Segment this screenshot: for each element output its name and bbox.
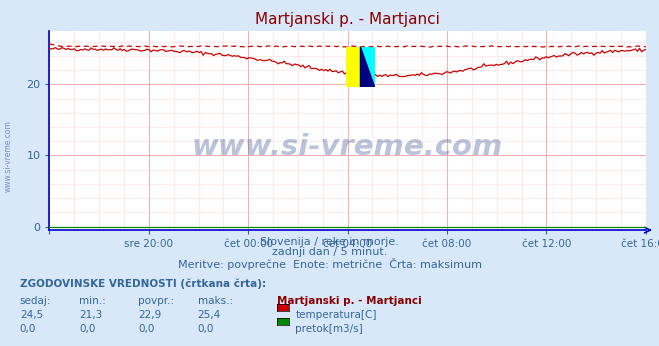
Text: zadnji dan / 5 minut.: zadnji dan / 5 minut. bbox=[272, 247, 387, 257]
Text: ZGODOVINSKE VREDNOSTI (črtkana črta):: ZGODOVINSKE VREDNOSTI (črtkana črta): bbox=[20, 279, 266, 289]
Text: 25,4: 25,4 bbox=[198, 310, 221, 320]
Text: 0,0: 0,0 bbox=[198, 324, 214, 334]
Text: Slovenija / reke in morje.: Slovenija / reke in morje. bbox=[260, 237, 399, 247]
Text: 0,0: 0,0 bbox=[20, 324, 36, 334]
Text: temperatura[C]: temperatura[C] bbox=[295, 310, 377, 320]
Text: Martjanski p. - Martjanci: Martjanski p. - Martjanci bbox=[277, 296, 422, 306]
Text: www.si-vreme.com: www.si-vreme.com bbox=[3, 120, 13, 192]
Title: Martjanski p. - Martjanci: Martjanski p. - Martjanci bbox=[255, 12, 440, 27]
Text: min.:: min.: bbox=[79, 296, 106, 306]
Text: sedaj:: sedaj: bbox=[20, 296, 51, 306]
Text: 21,3: 21,3 bbox=[79, 310, 102, 320]
Text: 0,0: 0,0 bbox=[79, 324, 96, 334]
Polygon shape bbox=[360, 47, 374, 87]
Text: pretok[m3/s]: pretok[m3/s] bbox=[295, 324, 363, 334]
Text: 0,0: 0,0 bbox=[138, 324, 155, 334]
Text: 24,5: 24,5 bbox=[20, 310, 43, 320]
Polygon shape bbox=[360, 47, 374, 87]
Text: 22,9: 22,9 bbox=[138, 310, 161, 320]
Text: povpr.:: povpr.: bbox=[138, 296, 175, 306]
Text: Meritve: povprečne  Enote: metrične  Črta: maksimum: Meritve: povprečne Enote: metrične Črta:… bbox=[177, 258, 482, 270]
Text: www.si-vreme.com: www.si-vreme.com bbox=[192, 133, 503, 161]
Text: maks.:: maks.: bbox=[198, 296, 233, 306]
